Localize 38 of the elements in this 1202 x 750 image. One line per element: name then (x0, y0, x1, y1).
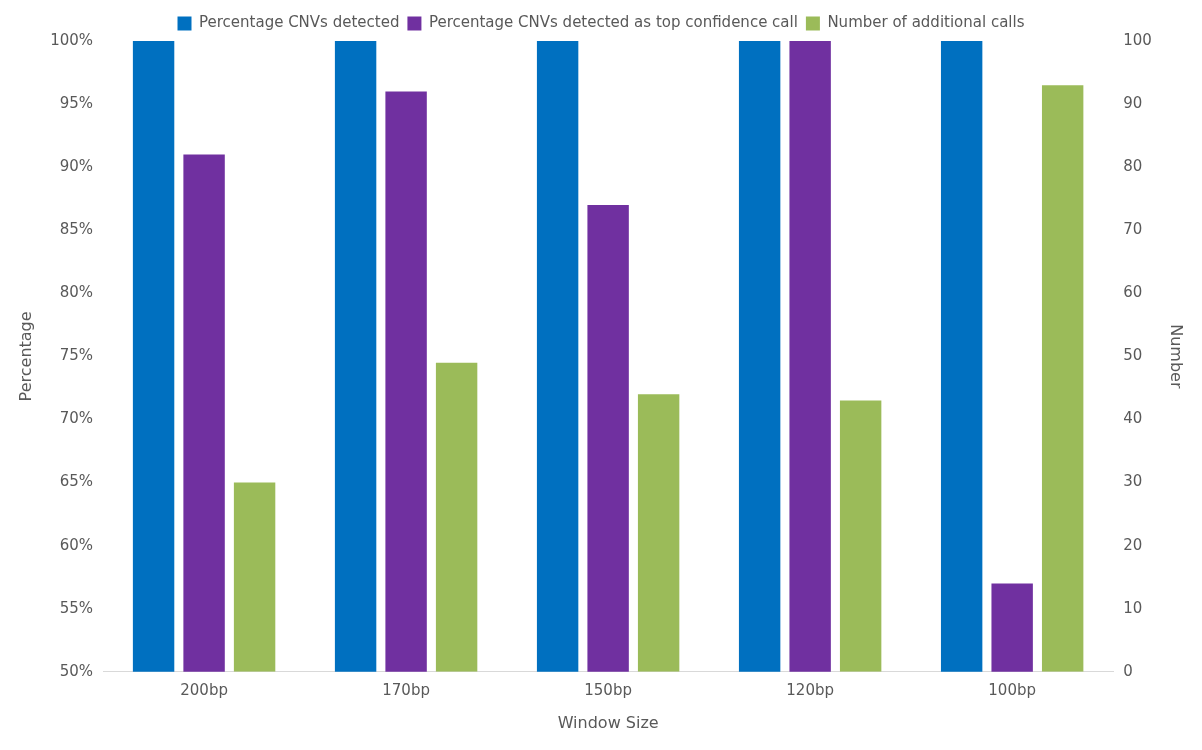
y-tick-label: 95% (59, 93, 94, 112)
x-tick-label: 120bp (786, 680, 834, 699)
y2-tick-label: 40 (1123, 409, 1143, 428)
y-axis-title: Percentage (15, 311, 35, 402)
y2-tick-label: 90 (1123, 93, 1143, 112)
y2-tick-label: 50 (1123, 346, 1143, 365)
y-tick-label: 90% (59, 157, 94, 176)
y-tick-label: 50% (59, 661, 94, 680)
y-tick-label: 85% (59, 220, 94, 239)
y2-tick-label: 60 (1123, 283, 1143, 302)
x-tick-label: 100bp (988, 680, 1036, 699)
bar (637, 394, 680, 672)
x-tick-label: 170bp (382, 680, 430, 699)
y-tick-label: 65% (59, 472, 94, 491)
y2-tick-label: 80 (1123, 157, 1143, 176)
y2-tick-label: 100 (1123, 30, 1152, 49)
y2-tick-label: 0 (1123, 661, 1133, 680)
x-tick-label: 200bp (180, 680, 228, 699)
y2-tick-label: 70 (1123, 220, 1143, 239)
x-tick-label: 150bp (584, 680, 632, 699)
y-tick-label: 100% (50, 30, 94, 49)
y-tick-label: 60% (59, 535, 94, 554)
legend-label: Percentage CNVs detected as top confidence call (428, 13, 798, 32)
legend-label: Percentage CNVs detected (199, 13, 400, 32)
bar (1041, 85, 1084, 672)
legend-label: Number of additional calls (827, 13, 1025, 32)
y2-tick-label: 20 (1123, 535, 1143, 554)
y2-tick-label: 10 (1123, 598, 1143, 617)
y2-axis-title: Number (1167, 324, 1187, 389)
y2-tick-label: 30 (1123, 472, 1143, 491)
bar (435, 362, 478, 672)
bar (233, 482, 276, 672)
x-axis-title: Window Size (557, 712, 659, 732)
bar (839, 400, 882, 672)
y-tick-label: 55% (59, 598, 94, 617)
y-tick-label: 75% (59, 346, 94, 365)
y-tick-label: 70% (59, 409, 94, 428)
y-tick-label: 80% (59, 283, 94, 302)
